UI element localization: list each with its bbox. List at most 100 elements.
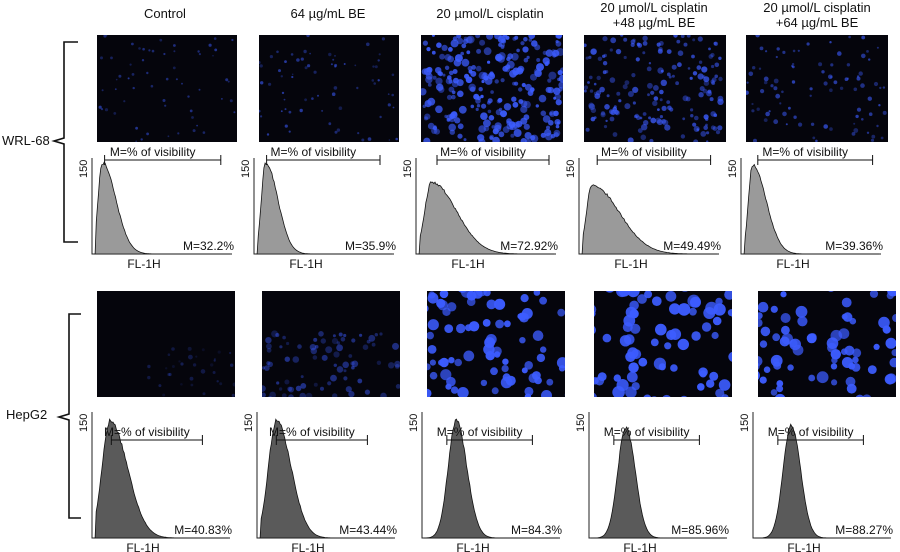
cell-dot xyxy=(348,391,355,397)
cell-dot xyxy=(208,43,212,47)
cell-dot xyxy=(887,291,896,297)
x-axis-label: FL-1H xyxy=(623,541,656,552)
cell-dot xyxy=(657,67,664,74)
cell-dot xyxy=(110,56,113,60)
cell-dot xyxy=(198,53,201,56)
cell-dot xyxy=(713,113,718,117)
cell-dot xyxy=(682,117,686,121)
cell-dot xyxy=(291,73,294,76)
cell-dot xyxy=(476,48,482,54)
cell-dot xyxy=(483,125,490,132)
cell-dot xyxy=(147,375,151,380)
cell-dot xyxy=(299,392,306,397)
cell-dot xyxy=(619,335,632,347)
cell-dot xyxy=(313,337,318,342)
cell-dot xyxy=(168,372,172,377)
cell-dot xyxy=(105,35,108,36)
cell-dot xyxy=(325,346,333,354)
cell-dot xyxy=(647,93,650,97)
cell-dot xyxy=(547,78,552,83)
cell-dot xyxy=(681,291,688,292)
cell-dot xyxy=(275,333,280,337)
cell-dot xyxy=(457,123,464,130)
cell-dot xyxy=(456,323,466,334)
cell-dot xyxy=(189,376,194,381)
cell-dot xyxy=(216,380,219,383)
cell-dot xyxy=(703,80,710,86)
cell-dot xyxy=(692,122,697,127)
cell-dot xyxy=(191,116,194,119)
cell-dot xyxy=(528,38,533,42)
cell-dot xyxy=(340,337,346,342)
column-header-line: +64 µg/mL BE xyxy=(775,15,859,30)
y-tick-label: 150 xyxy=(240,160,252,178)
cell-dot xyxy=(387,103,391,107)
cell-dot xyxy=(837,51,842,56)
cell-dot xyxy=(334,130,338,134)
x-axis-label: FL-1H xyxy=(614,257,647,271)
cell-dot xyxy=(868,58,871,61)
cell-dot xyxy=(487,98,493,104)
cell-dot xyxy=(758,362,760,370)
cell-dot xyxy=(265,337,272,344)
cell-dot xyxy=(585,127,590,132)
cell-dot xyxy=(856,107,862,112)
cell-dot xyxy=(841,348,848,355)
cell-dot xyxy=(830,63,834,67)
cell-dot xyxy=(487,60,491,64)
cell-dot xyxy=(555,124,560,129)
value-label: M=35.9% xyxy=(345,239,396,253)
cell-dot xyxy=(823,124,828,129)
cell-dot xyxy=(173,44,176,47)
cell-dot xyxy=(142,47,145,51)
cell-dot xyxy=(431,127,438,134)
cell-dot xyxy=(610,37,617,44)
cell-dot xyxy=(839,86,844,90)
cell-dot xyxy=(853,128,859,133)
cell-dot xyxy=(718,76,723,82)
cell-dot xyxy=(448,357,455,364)
cell-dot xyxy=(655,117,662,124)
cell-dot xyxy=(545,49,553,57)
cell-dot xyxy=(701,66,708,73)
row-bracket-hepg2 xyxy=(56,313,81,519)
cell-dot xyxy=(502,43,505,47)
cell-dot xyxy=(330,374,337,382)
cell-dot xyxy=(630,42,635,47)
cell-dot xyxy=(797,49,800,52)
cell-dot xyxy=(616,91,621,96)
cell-dot xyxy=(870,138,875,142)
cell-dot xyxy=(536,58,541,62)
cell-dot xyxy=(478,87,483,92)
cell-dot xyxy=(758,312,763,320)
cell-dot xyxy=(501,365,509,373)
cell-dot xyxy=(596,75,601,81)
cell-dot xyxy=(391,93,394,97)
histogram-curve xyxy=(424,418,558,539)
cell-dot xyxy=(671,64,677,70)
y-tick-label: 150 xyxy=(575,414,587,432)
histogram-hepg2-cisplatin-be48: 150 M=% of visibility M=85.96% FL-1H xyxy=(573,400,731,552)
cell-dot xyxy=(513,129,522,137)
cell-dot xyxy=(599,86,605,93)
gate-marker xyxy=(613,435,700,445)
cell-dot xyxy=(371,342,376,347)
cell-dot xyxy=(101,89,104,92)
cell-dot xyxy=(217,350,221,354)
cell-dot xyxy=(516,48,520,53)
cell-dot xyxy=(721,394,729,397)
cell-dot xyxy=(656,42,661,47)
cell-dot xyxy=(588,102,595,109)
cell-dot xyxy=(165,77,169,81)
cell-dot xyxy=(853,87,858,92)
x-axis-label: FL-1H xyxy=(289,257,322,271)
cell-dot xyxy=(330,63,333,66)
column-header-be64: 64 µg/mL BE xyxy=(248,6,408,21)
cell-dot xyxy=(823,81,828,86)
cell-dot xyxy=(490,90,494,94)
cell-dot xyxy=(148,49,151,52)
cell-dot xyxy=(711,81,716,85)
cell-dot xyxy=(201,348,205,352)
cell-dot xyxy=(760,326,771,337)
